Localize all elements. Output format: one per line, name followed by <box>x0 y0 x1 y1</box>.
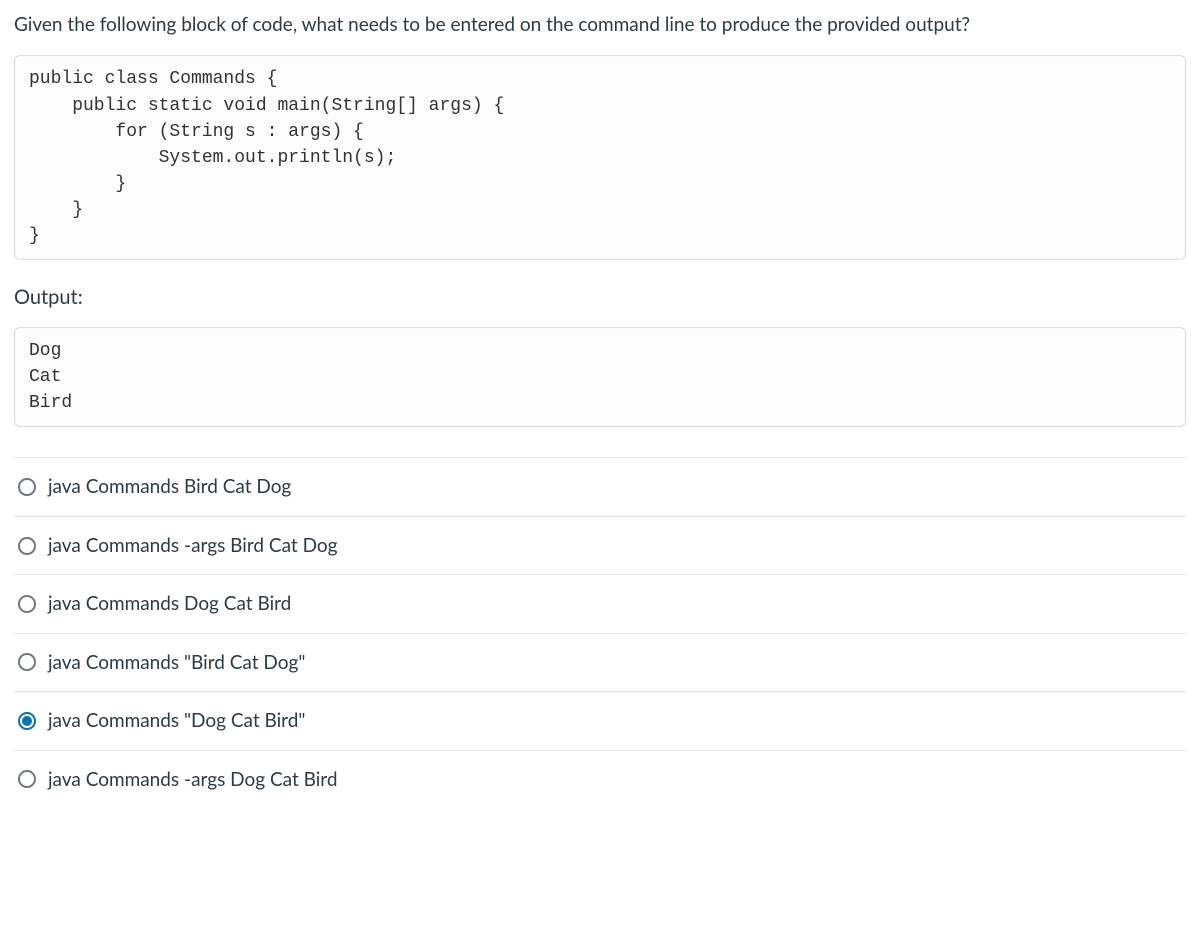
option-row[interactable]: java Commands -args Bird Cat Dog <box>14 516 1186 574</box>
output-label: Output: <box>14 282 1186 313</box>
option-label: java Commands "Dog Cat Bird" <box>48 706 305 735</box>
radio-icon[interactable] <box>18 537 36 555</box>
option-label: java Commands Bird Cat Dog <box>48 472 291 501</box>
option-row[interactable]: java Commands Dog Cat Bird <box>14 574 1186 632</box>
question-prompt: Given the following block of code, what … <box>14 10 1186 39</box>
option-row[interactable]: java Commands "Dog Cat Bird" <box>14 691 1186 749</box>
option-row[interactable]: java Commands "Bird Cat Dog" <box>14 633 1186 691</box>
option-label: java Commands Dog Cat Bird <box>48 589 291 618</box>
code-block: public class Commands { public static vo… <box>14 55 1186 260</box>
option-row[interactable]: java Commands Bird Cat Dog <box>14 457 1186 515</box>
option-label: java Commands "Bird Cat Dog" <box>48 648 305 677</box>
output-block: Dog Cat Bird <box>14 327 1186 427</box>
radio-icon[interactable] <box>18 653 36 671</box>
radio-icon[interactable] <box>18 770 36 788</box>
radio-icon[interactable] <box>18 595 36 613</box>
radio-icon[interactable] <box>18 712 36 730</box>
option-label: java Commands -args Dog Cat Bird <box>48 765 338 794</box>
radio-icon[interactable] <box>18 478 36 496</box>
option-row[interactable]: java Commands -args Dog Cat Bird <box>14 750 1186 808</box>
option-label: java Commands -args Bird Cat Dog <box>48 531 338 560</box>
answer-options: java Commands Bird Cat Dog java Commands… <box>14 457 1186 808</box>
